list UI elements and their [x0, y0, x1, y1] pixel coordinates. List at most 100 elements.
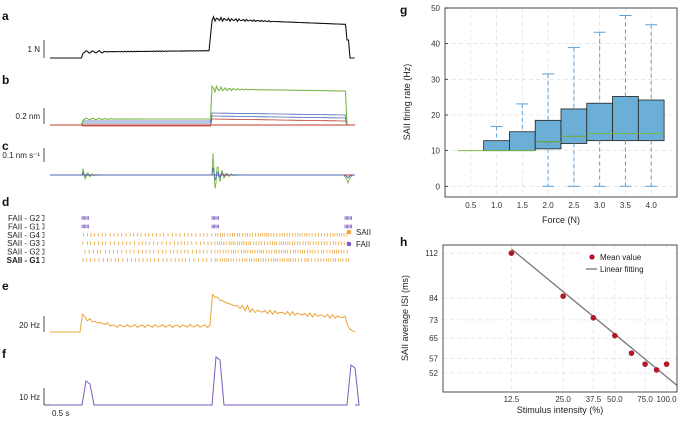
chart-h: h 112 84 73 65 57 52 12.5 25.0 37.5 50.0 75.0 100.…: [400, 235, 678, 415]
displacement-trace: [50, 84, 355, 126]
chart-g-bar: [483, 140, 510, 152]
chart-g-frame: [444, 7, 678, 198]
panel-label-a: a: [2, 9, 9, 23]
chart-g-ytick: 20: [431, 111, 440, 120]
scale-label-force: 1 N: [28, 45, 41, 54]
scale-label-displacement: 0.2 nm: [16, 112, 41, 121]
chart-g-ytick: 50: [431, 4, 440, 13]
legend-faii-marker: [346, 241, 352, 247]
raster-row-bracket: [42, 248, 45, 255]
chart-g-bar: [586, 102, 613, 134]
faii-rate-trace: [50, 356, 360, 406]
chart-h-ytick: 73: [429, 316, 438, 325]
panel-label-b: b: [2, 73, 9, 87]
raster-row-bracket: [42, 240, 45, 247]
chart-g: g 0 10 20 30 40 50 0.5 1.0 1.5 2.0 2.5 3.0 3.5 4.0 F…: [400, 3, 678, 225]
chart-h-xtick: 25.0: [555, 395, 571, 404]
legend-faii-label: FAII: [356, 240, 370, 249]
raster-spikes: [82, 241, 348, 245]
chart-g-ytick: 40: [431, 40, 440, 49]
chart-h-points: [508, 250, 670, 373]
chart-h-legend-fit: Linear fitting: [600, 265, 644, 274]
raster-row-label: FAII - G1: [8, 222, 41, 231]
velocity-trace: [50, 167, 355, 182]
chart-g-bar: [637, 99, 665, 134]
chart-h-ytick: 65: [429, 334, 438, 343]
velocity-trace: [50, 153, 355, 189]
raster-row-label: SAII - G3: [7, 239, 40, 248]
chart-g-bar: [534, 119, 562, 143]
panel-label-h: h: [400, 235, 407, 249]
chart-h-point: [642, 361, 648, 367]
chart-h-legend-marker: [589, 254, 595, 260]
chart-h-xticks: 12.5 25.0 37.5 50.0 75.0 100.0: [504, 395, 678, 404]
raster-spikes: [81, 216, 352, 220]
panel-label-d: d: [2, 195, 9, 209]
raster-row-label: SAII - G4: [7, 231, 40, 240]
chart-g-medians: [457, 133, 665, 152]
chart-h-ytick: 57: [429, 355, 438, 364]
chart-h-xtick: 12.5: [504, 395, 520, 404]
chart-g-bars: [483, 96, 665, 152]
chart-g-xtick: 2.0: [543, 201, 555, 210]
chart-g-xtick: 3.5: [620, 201, 632, 210]
chart-h-point: [612, 332, 618, 339]
chart-h-point: [653, 367, 660, 373]
raster-spikes: [81, 224, 352, 229]
displacement-trace: [50, 112, 355, 126]
displacement-traces: [50, 84, 355, 127]
chart-h-point: [663, 361, 670, 367]
force-trace: [50, 15, 355, 59]
raster-spikes: [83, 233, 348, 237]
spike-raster: [81, 216, 352, 262]
scale-label-rate-e: 20 Hz: [19, 321, 40, 330]
chart-h-point: [560, 293, 566, 299]
chart-g-bar: [560, 108, 588, 137]
velocity-traces: [50, 153, 355, 189]
legend-saii-label: SAII: [356, 228, 371, 237]
raster-row-bracket: [42, 231, 45, 238]
chart-g-ytick: 10: [431, 147, 440, 156]
chart-g-ylabel: SAII firing rate (Hz): [402, 64, 412, 141]
raster-spikes: [84, 249, 348, 254]
raster-spikes: [82, 258, 350, 262]
chart-g-xlabel: Force (N): [542, 215, 580, 225]
saii-rate-trace: [50, 293, 356, 333]
chart-h-xtick: 37.5: [586, 395, 602, 404]
chart-g-bar: [612, 96, 639, 134]
chart-h-ytick: 84: [429, 294, 438, 303]
chart-g-ytick: 30: [431, 75, 440, 84]
chart-g-ytick: 0: [436, 182, 441, 191]
chart-h-xtick: 75.0: [637, 395, 653, 404]
chart-h-ylabel: SAII average ISI (ms): [400, 275, 410, 361]
chart-h-legend-box: [582, 250, 674, 276]
raster-row-label: SAII - G2: [7, 248, 40, 257]
panel-label-g: g: [400, 3, 407, 17]
chart-h-yticks: 112 84 73 65 57 52: [425, 249, 438, 378]
scale-label-rate-f: 10 Hz: [19, 393, 40, 402]
scale-label-time: 0.5 s: [52, 409, 69, 418]
chart-h-xtick: 50.0: [607, 395, 623, 404]
chart-g-whiskers: [490, 14, 658, 187]
raster-row-bracket: [42, 257, 45, 263]
panel-label-f: f: [2, 347, 7, 361]
chart-h-xtick: 100.0: [657, 395, 678, 404]
chart-g-xtick: 2.5: [568, 201, 580, 210]
chart-g-xtick: 1.0: [491, 201, 503, 210]
panel-label-e: e: [2, 279, 9, 293]
raster-row-label: SAII - G1: [7, 256, 41, 265]
chart-g-yticks: 0 10 20 30 40 50: [431, 4, 448, 191]
chart-g-bar: [509, 131, 536, 152]
legend-saii-marker: [346, 229, 352, 235]
chart-h-ytick: 112: [425, 249, 438, 258]
left-panels: a b c d e f 1 N 0.2 nm 0.1 nm s⁻¹ 20 Hz …: [2, 9, 371, 418]
chart-h-point: [628, 350, 635, 356]
panel-label-c: c: [2, 139, 9, 153]
raster-row-bracket: [42, 223, 45, 230]
chart-h-xlabel: Stimulus intensity (%): [517, 405, 604, 415]
chart-g-xtick: 3.0: [594, 201, 606, 210]
chart-g-xtick: 4.0: [646, 201, 658, 210]
chart-h-ytick: 52: [429, 369, 438, 378]
